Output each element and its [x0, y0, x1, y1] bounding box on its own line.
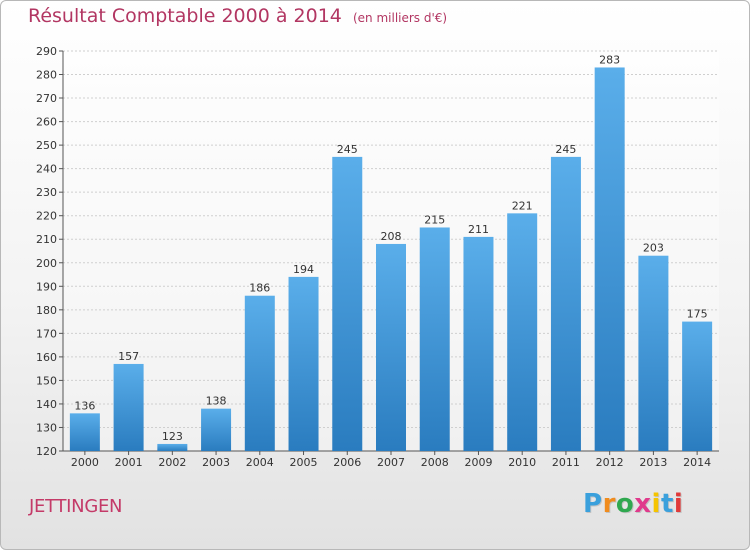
bar: [682, 321, 713, 451]
logo-letter: r: [602, 489, 616, 519]
proxiti-logo: Proxiti: [583, 489, 683, 519]
y-tick-label: 150: [36, 374, 57, 387]
bar: [507, 213, 538, 451]
data-label: 157: [118, 350, 139, 363]
chart-subtitle: (en milliers d'€): [352, 11, 448, 25]
data-label: 208: [381, 230, 402, 243]
y-tick-label: 280: [36, 69, 57, 82]
data-label: 175: [687, 308, 708, 321]
bar: [288, 276, 319, 451]
y-tick-label: 180: [36, 304, 57, 317]
x-tick-label: 2005: [290, 456, 318, 469]
data-label: 136: [74, 399, 95, 412]
x-tick-label: 2010: [508, 456, 536, 469]
x-tick-label: 2000: [71, 456, 99, 469]
logo-letter: P: [583, 489, 603, 519]
data-label: 138: [206, 395, 227, 408]
bar: [201, 408, 232, 451]
data-label: 221: [512, 199, 533, 212]
y-tick-label: 240: [36, 163, 57, 176]
y-tick-label: 290: [36, 45, 57, 58]
x-tick-label: 2014: [683, 456, 711, 469]
chart-title: Résultat Comptable 2000 à 2014: [28, 5, 342, 27]
logo-letter: x: [634, 489, 652, 519]
x-tick-label: 2012: [596, 456, 624, 469]
data-label: 194: [293, 263, 314, 276]
logo-letter: o: [615, 489, 635, 519]
x-tick-label: 2006: [333, 456, 361, 469]
bar: [113, 363, 144, 451]
bar: [157, 443, 188, 451]
logo-letter: i: [673, 489, 684, 519]
bar: [463, 236, 494, 451]
data-label: 283: [599, 53, 620, 66]
bar: [594, 67, 625, 452]
y-tick-label: 160: [36, 351, 57, 364]
bar: [244, 295, 275, 451]
bar: [419, 227, 450, 451]
bar: [550, 156, 581, 451]
data-label: 211: [468, 223, 489, 236]
y-tick-label: 250: [36, 139, 57, 152]
y-tick-label: 170: [36, 327, 57, 340]
y-tick-label: 120: [36, 445, 57, 458]
x-tick-label: 2008: [421, 456, 449, 469]
x-tick-label: 2003: [202, 456, 230, 469]
y-tick-label: 140: [36, 398, 57, 411]
y-tick-label: 200: [36, 257, 57, 270]
x-tick-label: 2002: [158, 456, 186, 469]
data-label: 123: [162, 430, 183, 443]
y-tick-label: 270: [36, 92, 57, 105]
city-name: JETTINGEN: [29, 496, 123, 517]
x-tick-label: 2011: [552, 456, 580, 469]
bar: [638, 255, 669, 451]
x-tick-label: 2004: [246, 456, 274, 469]
x-tick-label: 2007: [377, 456, 405, 469]
y-tick-label: 230: [36, 186, 57, 199]
y-tick-label: 260: [36, 116, 57, 129]
data-label: 245: [337, 143, 358, 156]
data-label: 203: [643, 242, 664, 255]
x-tick-label: 2001: [115, 456, 143, 469]
x-tick-label: 2009: [464, 456, 492, 469]
x-tick-label: 2013: [639, 456, 667, 469]
logo-letter: i: [651, 489, 661, 519]
logo-letter: t: [660, 489, 674, 519]
y-tick-label: 130: [36, 421, 57, 434]
y-tick-label: 220: [36, 210, 57, 223]
y-tick-label: 210: [36, 233, 57, 246]
bar: [376, 243, 406, 451]
y-tick-label: 190: [36, 280, 57, 293]
data-label: 215: [424, 213, 445, 226]
bar: [332, 156, 363, 451]
data-label: 245: [555, 143, 576, 156]
title-row: Résultat Comptable 2000 à 2014 (en milli…: [28, 5, 447, 27]
data-label: 186: [249, 282, 270, 295]
bar: [69, 413, 100, 451]
